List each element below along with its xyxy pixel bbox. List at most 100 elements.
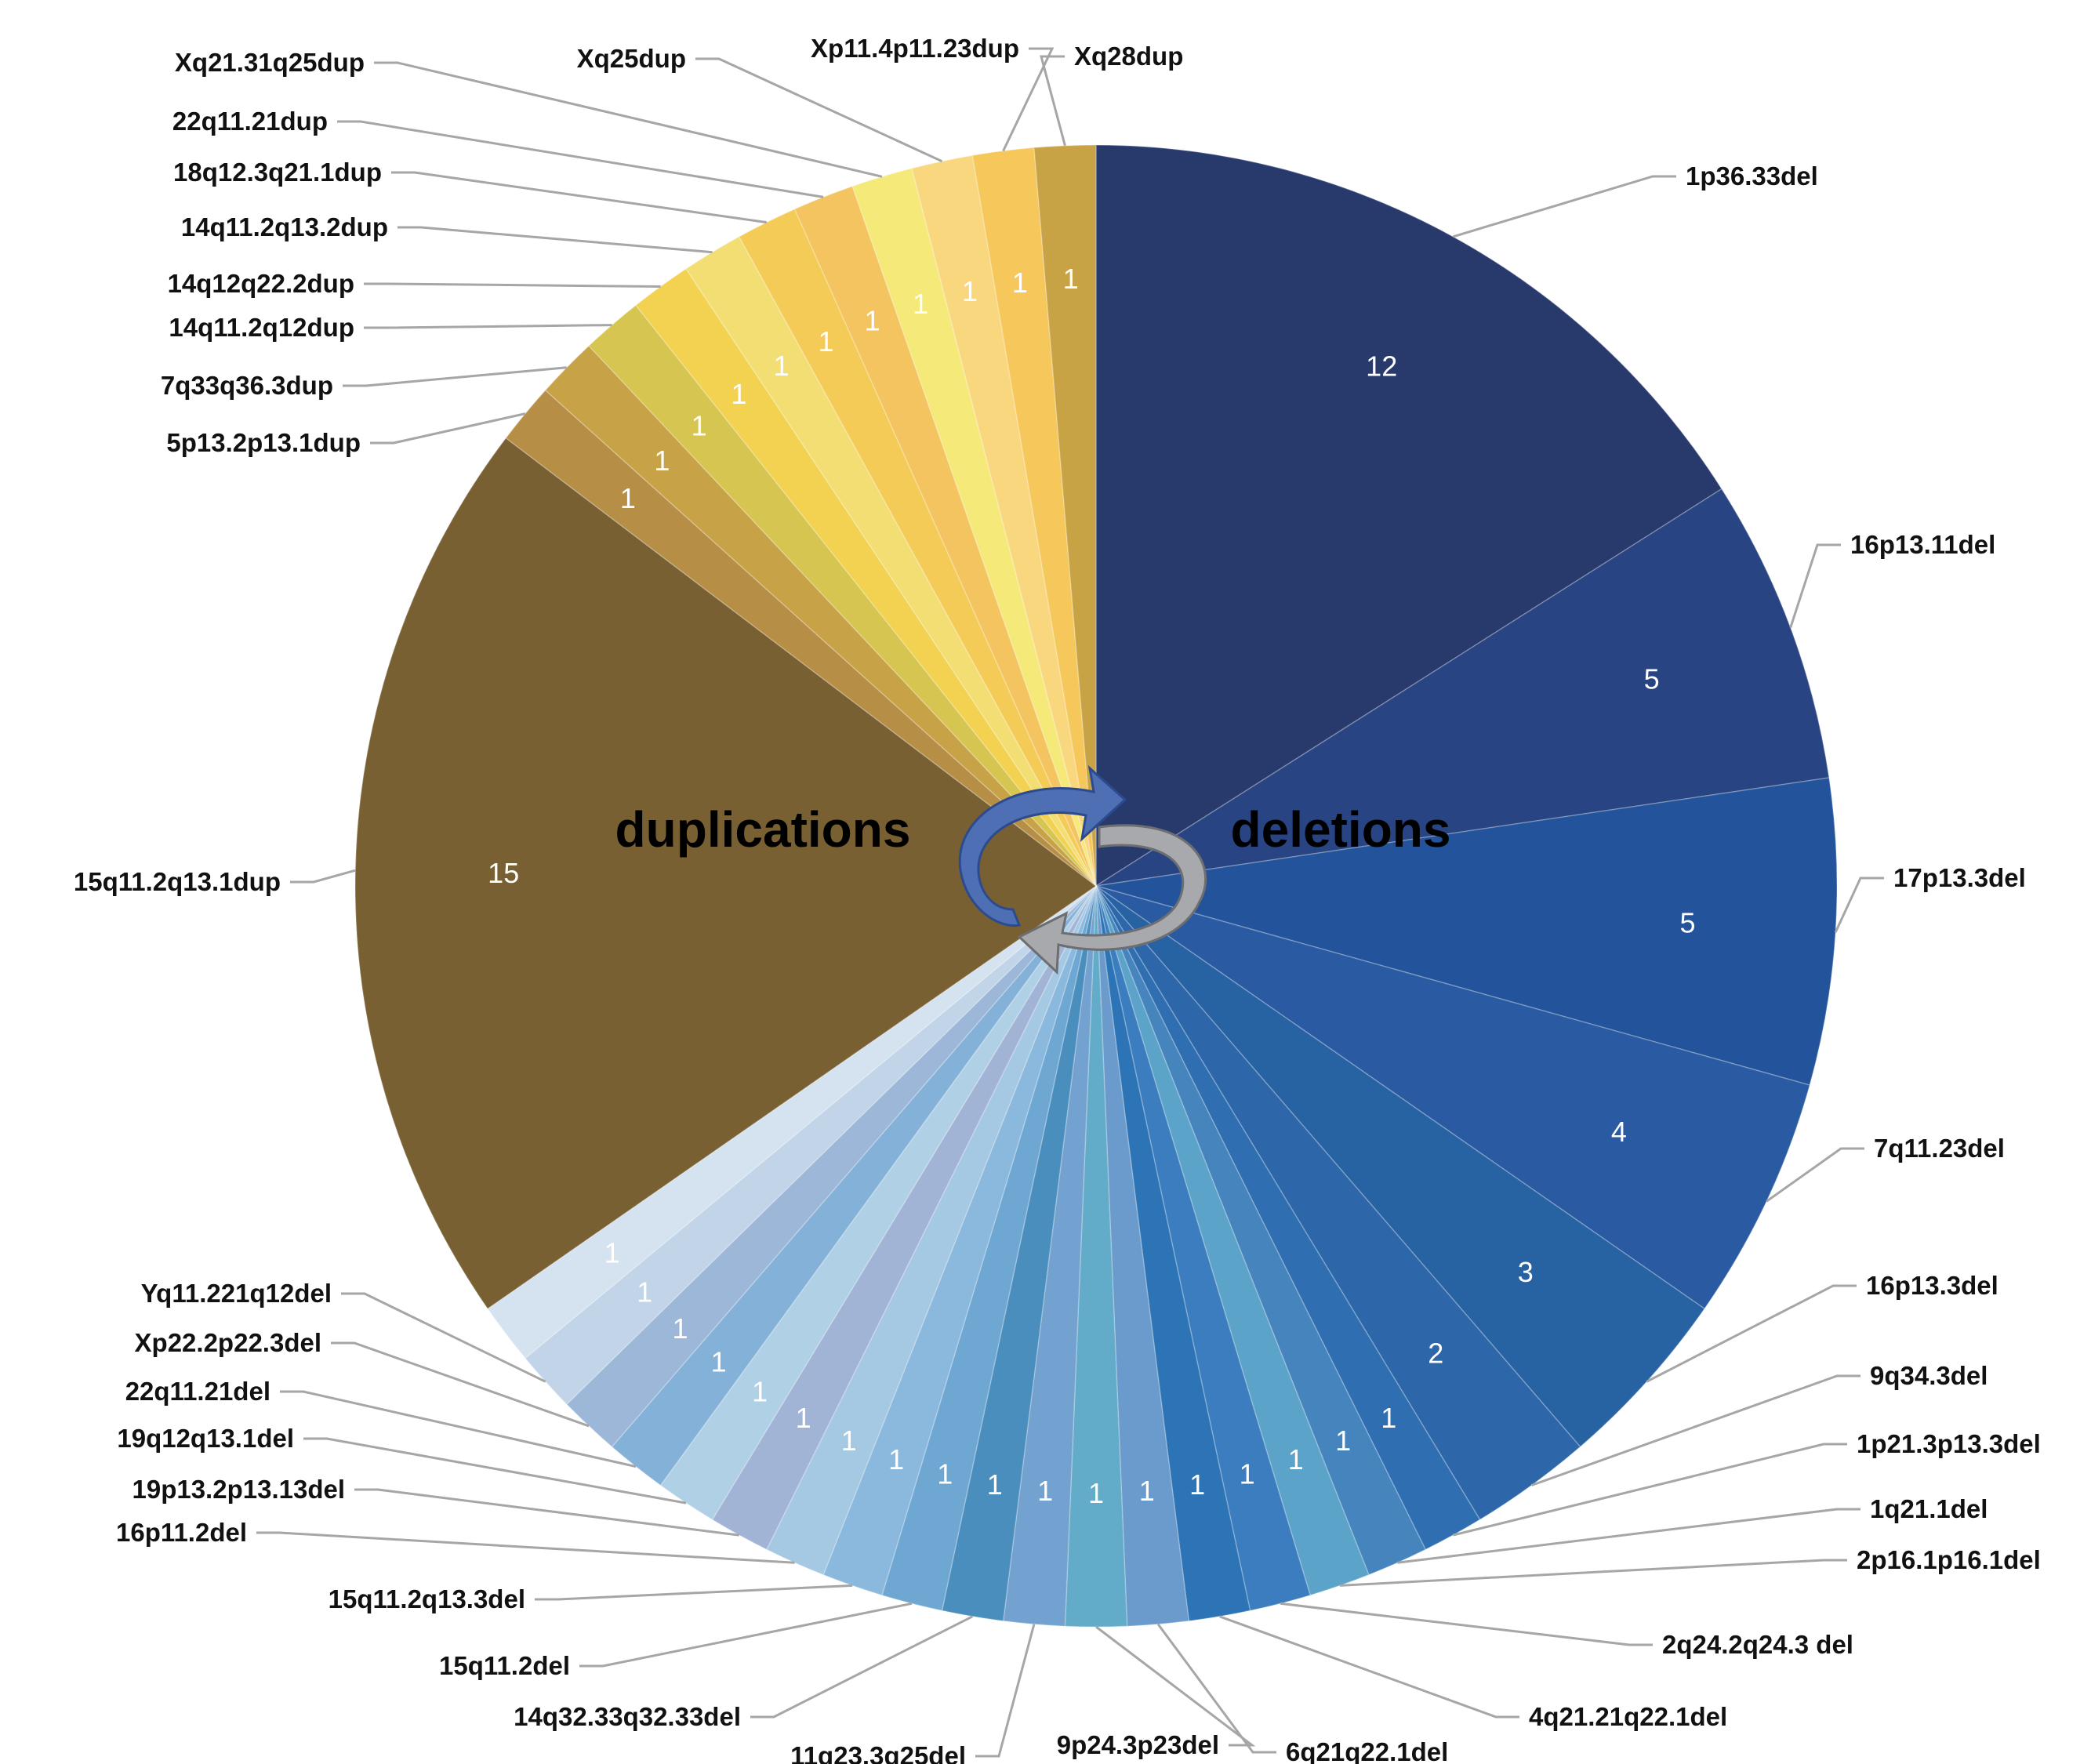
slice-category-label: Xq25dup [577, 44, 686, 73]
slice-value-label: 1 [692, 409, 707, 441]
pie-slice [1095, 885, 1811, 1310]
pie-slice [1033, 144, 1097, 887]
slice-value-label: 1 [1288, 1443, 1304, 1475]
slice-category-label: 7q11.23del [1874, 1134, 2005, 1163]
slice-category-label: 16p11.2del [116, 1518, 247, 1547]
slice-category-label: 1p36.33del [1686, 162, 1818, 191]
slice-value-label: 5 [1679, 907, 1695, 939]
slice-category-label: 19q12q13.1del [117, 1424, 294, 1453]
slice-value-label: 1 [1139, 1475, 1155, 1507]
leader-line [370, 412, 526, 445]
leader-line [343, 366, 567, 387]
slice-value-label: 1 [1240, 1458, 1255, 1490]
slice-value-label: 1 [620, 482, 636, 514]
leader-line [337, 120, 824, 198]
deletions-center-label: deletions [1231, 801, 1451, 858]
pie-slice [1095, 885, 1190, 1627]
leader-line [364, 324, 612, 329]
pie-slice [1002, 885, 1097, 1627]
leader-line [695, 57, 943, 163]
slice-category-label: 18q12.3q21.1dup [173, 158, 382, 187]
slice-category-label: 4q21.21q22.1del [1529, 1702, 1727, 1731]
leader-line [374, 61, 883, 178]
slice-category-label: Xp11.4p11.23dup [811, 34, 1019, 63]
pie-slice [822, 885, 1097, 1596]
slice-value-label: 1 [672, 1312, 688, 1345]
slice-value-label: 4 [1611, 1116, 1627, 1148]
slice-value-label: 15 [488, 857, 519, 889]
slice-value-label: 1 [1063, 263, 1079, 295]
slice-value-label: 2 [1428, 1337, 1443, 1369]
leader-line [1452, 175, 1676, 238]
slice-category-label: Yq11.221q12del [141, 1279, 332, 1308]
slice-value-label: 1 [637, 1276, 652, 1308]
leader-line [1040, 55, 1066, 147]
slice-value-label: 1 [841, 1425, 857, 1457]
leader-line [1789, 543, 1841, 629]
slice-category-label: Xp22.2p22.3del [135, 1328, 321, 1357]
leader-line [1834, 877, 1884, 933]
leader-line [256, 1531, 795, 1564]
leader-line [354, 1488, 739, 1537]
pie-slice [634, 267, 1097, 887]
cycle-arrows-icon [958, 765, 1207, 975]
slice-category-label: 16p13.3del [1866, 1271, 1998, 1300]
pie-slice [544, 345, 1097, 887]
slice-value-label: 1 [888, 1443, 904, 1475]
pie-slice [486, 885, 1097, 1359]
slice-category-label: 2p16.1p16.1del [1857, 1545, 2041, 1574]
pie-slice [1095, 777, 1838, 1087]
leader-line [1156, 1623, 1276, 1754]
slice-value-label: 1 [962, 275, 978, 307]
pie-slice [524, 885, 1097, 1406]
slice-value-label: 1 [1012, 267, 1028, 299]
leader-line [341, 1292, 546, 1383]
leader-line [750, 1615, 974, 1719]
pie-slice [1095, 885, 1427, 1576]
pie-slice [1095, 885, 1481, 1551]
leader-line [391, 171, 768, 224]
leader-line [331, 1341, 590, 1428]
slice-value-label: 1 [818, 325, 833, 358]
leader-line [1339, 1559, 1847, 1587]
slice-value-label: 1 [654, 445, 670, 477]
slice-value-label: 1 [987, 1468, 1003, 1501]
slice-value-label: 1 [913, 288, 928, 320]
slice-value-label: 1 [711, 1345, 727, 1377]
leader-line [1530, 1374, 1860, 1486]
slice-value-label: 1 [774, 350, 790, 382]
slice-category-label: 9p24.3p23del [1057, 1730, 1219, 1759]
leader-line [290, 869, 356, 884]
slice-category-label: 1q21.1del [1870, 1494, 1988, 1523]
slice-category-label: Xq28dup [1074, 42, 1183, 71]
slice-value-label: 1 [1189, 1468, 1205, 1501]
pie-slice [1095, 885, 1706, 1448]
leader-line [1095, 1625, 1256, 1747]
leader-lines-layer [256, 47, 1884, 1758]
leader-line [364, 282, 661, 288]
pie-slice [1095, 144, 1723, 887]
slice-category-label: 14q12q22.2dup [168, 269, 354, 298]
leader-line [1397, 1508, 1860, 1564]
slice-value-label: 1 [796, 1402, 811, 1434]
leader-line [535, 1584, 853, 1601]
leader-line [398, 226, 713, 254]
leader-line [1219, 1615, 1519, 1719]
slice-value-label: 1 [865, 305, 880, 337]
slice-category-label: 15q11.2q13.3del [329, 1584, 525, 1613]
slice-category-label: 2q24.2q24.3 del [1662, 1630, 1853, 1659]
slice-category-label: 14q11.2q13.2dup [181, 212, 388, 241]
slice-value-label: 1 [731, 378, 746, 410]
pie-slice [765, 885, 1097, 1576]
duplications-center-label: duplications [615, 801, 911, 858]
slice-category-label: 9q34.3del [1870, 1361, 1988, 1390]
slice-category-label: 7q33q36.3dup [161, 371, 333, 400]
slice-category-label: 1p21.3p13.3del [1857, 1429, 2041, 1458]
slices-layer [354, 144, 1838, 1628]
slice-value-label: 1 [937, 1458, 953, 1490]
slice-category-label: 15q11.2del [439, 1651, 570, 1680]
leader-line [303, 1437, 687, 1504]
slice-labels-layer: 1p36.33del 16p13.11del 17p13.3del 7q11.23de… [74, 34, 2041, 1764]
